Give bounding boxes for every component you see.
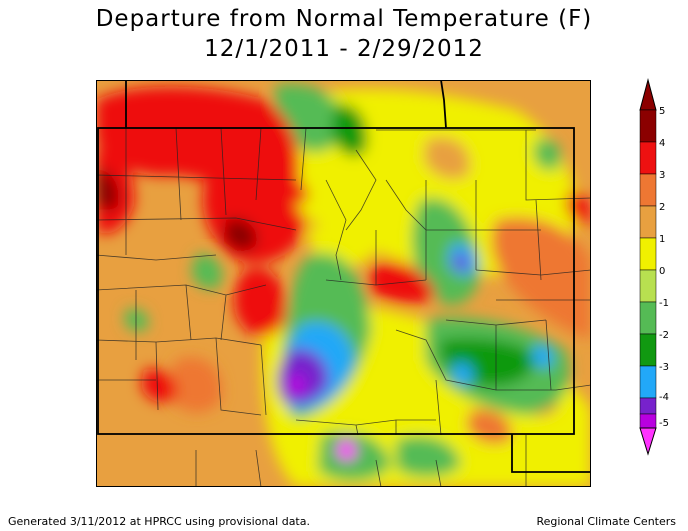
legend-tick: 1 <box>659 234 665 245</box>
legend-tick: 3 <box>659 170 665 181</box>
legend-tick: -2 <box>659 330 669 341</box>
legend-bin <box>639 173 657 207</box>
legend-top-arrow <box>639 78 657 111</box>
legend-tick: 5 <box>659 106 665 117</box>
legend-bin <box>639 301 657 335</box>
map-title: Departure from Normal Temperature (F) <box>95 6 593 32</box>
legend-tick: 2 <box>659 202 665 213</box>
legend-bin <box>639 397 657 415</box>
legend-bin <box>639 413 657 429</box>
map-period: 12/1/2011 - 2/29/2012 <box>204 36 484 62</box>
legend-bin <box>639 205 657 239</box>
legend-bin <box>639 141 657 175</box>
generated-note: Generated 3/11/2012 at HPRCC using provi… <box>8 515 310 528</box>
legend-tick: 0 <box>659 266 665 277</box>
legend-bin <box>639 365 657 399</box>
legend-tick: -1 <box>659 298 669 309</box>
temperature-departure-map <box>96 80 591 487</box>
legend-bin <box>639 333 657 367</box>
legend-tick: -5 <box>659 418 669 429</box>
legend-tick: 4 <box>659 138 665 149</box>
color-legend: 5 4 3 2 1 0 -1 -2 -3 -4 -5 <box>639 78 669 456</box>
legend-bin <box>639 237 657 271</box>
legend-bin <box>639 109 657 143</box>
legend-tick: -3 <box>659 362 669 373</box>
legend-tick: -4 <box>659 392 669 403</box>
legend-bin <box>639 269 657 303</box>
source-credit: Regional Climate Centers <box>536 515 676 528</box>
legend-bottom-arrow <box>639 427 657 456</box>
